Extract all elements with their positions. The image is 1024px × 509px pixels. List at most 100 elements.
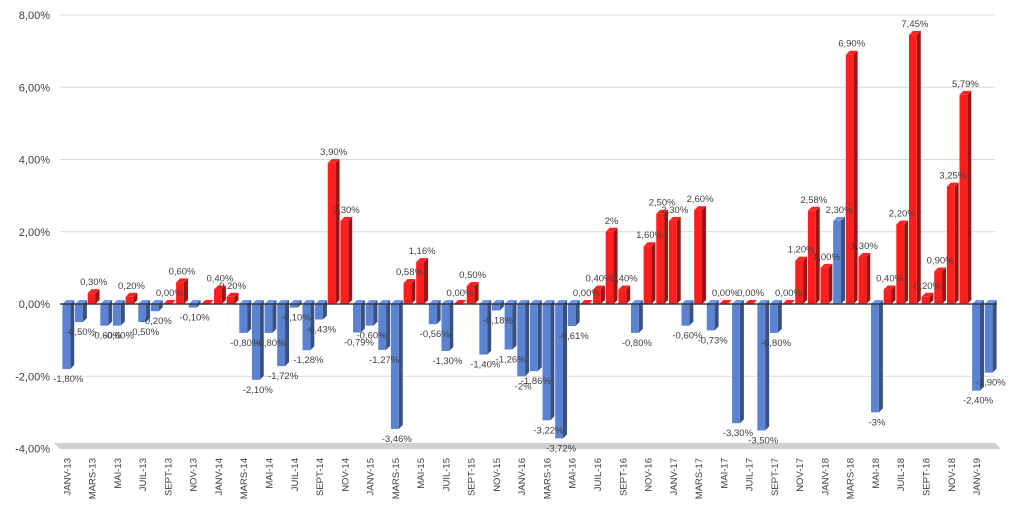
data-label: -0,60%	[672, 331, 703, 342]
bar-front	[428, 304, 437, 325]
y-axis-ticks: -4,00% -2,00% 0,00% 2,00% 4,00% 6,00% 8,00%	[15, 10, 50, 456]
bar-front	[908, 34, 917, 305]
bar	[921, 292, 934, 304]
data-label: 0,20%	[118, 281, 145, 292]
bar-top	[264, 300, 277, 304]
bar	[883, 285, 896, 304]
bar-front	[378, 304, 387, 350]
x-tick-label: NOV-16	[644, 458, 655, 492]
bar-top	[567, 300, 580, 304]
bar	[896, 220, 909, 304]
data-label: 5,79%	[952, 79, 979, 90]
bar-top	[744, 300, 757, 304]
bar-top	[150, 300, 163, 304]
bar	[934, 267, 947, 304]
x-tick-label: JANV-17	[669, 458, 680, 496]
data-label: -1,26%	[495, 355, 526, 366]
bar	[757, 300, 770, 431]
bar	[87, 289, 100, 304]
bar-side	[954, 182, 959, 304]
bar-front	[239, 304, 248, 333]
data-label: 0,00%	[447, 288, 474, 299]
bar-side	[335, 159, 340, 304]
bar-top	[176, 278, 188, 283]
bar-front	[365, 304, 374, 326]
x-tick-label: JUIL-16	[593, 458, 604, 491]
bar-side	[904, 220, 909, 304]
bar-front	[542, 304, 551, 421]
bar	[315, 300, 327, 320]
bar-front	[567, 304, 576, 327]
bar-top	[239, 300, 252, 304]
data-label: -0,18%	[483, 316, 514, 327]
data-label: 3,25%	[939, 171, 966, 182]
bar-top	[340, 216, 353, 221]
data-label: 1,16%	[409, 246, 436, 257]
bar	[820, 263, 833, 304]
data-label: 1,60%	[636, 230, 663, 241]
bar-front	[618, 289, 627, 304]
bar	[390, 300, 403, 429]
bar-side	[840, 216, 845, 304]
bar-top	[972, 300, 984, 304]
bar	[643, 242, 656, 304]
bar-top	[555, 300, 568, 304]
data-label: 2,30%	[661, 205, 688, 216]
data-label: -0,60%	[357, 331, 388, 342]
bar	[529, 300, 542, 372]
bar-front	[883, 289, 892, 304]
data-label: 1,00%	[813, 252, 840, 263]
x-tick-label: MARS-13	[88, 458, 99, 499]
bar-front	[112, 304, 121, 326]
bar-top	[226, 292, 239, 297]
data-label: -0,56%	[420, 329, 451, 340]
bar-front	[289, 304, 298, 308]
bar	[618, 285, 631, 304]
bar	[277, 300, 290, 367]
bar-front	[757, 304, 766, 431]
data-label: -0,60%	[91, 331, 122, 342]
bar-front	[656, 213, 665, 304]
bar-top	[188, 300, 201, 304]
data-label: -1,86%	[521, 376, 552, 387]
data-label: 0,00%	[712, 288, 739, 299]
bar	[214, 285, 226, 304]
bar-front	[706, 304, 715, 331]
bar-front	[681, 304, 690, 326]
bar-side	[285, 300, 290, 367]
data-label: 0,40%	[206, 274, 233, 285]
x-tick-label: MAI-17	[719, 458, 730, 489]
bar-side	[525, 300, 530, 377]
data-label: -0,79%	[344, 338, 375, 349]
data-label: -0,60%	[104, 331, 135, 342]
bar-front	[921, 296, 930, 304]
x-axis-ticks: JANV-13 MARS-13 MAI-13 JUIL-13 SEPT-13 NOV-13…	[62, 458, 983, 499]
bar-top	[529, 300, 542, 304]
x-tick-label: SEPT-15	[467, 458, 478, 496]
bar-side	[82, 300, 87, 323]
bar-front	[769, 304, 778, 333]
bar-front	[100, 304, 109, 326]
bar-top	[428, 300, 441, 304]
bar-side	[676, 216, 681, 304]
bar-side	[183, 278, 188, 304]
bar-top	[845, 50, 858, 55]
bar	[340, 216, 353, 304]
x-tick-label: MARS-18	[846, 458, 857, 499]
bar-side	[537, 300, 542, 372]
x-tick-label: JUIL-15	[441, 458, 452, 491]
bar-top	[630, 300, 643, 304]
bar-side	[70, 300, 75, 370]
bar-top	[934, 267, 947, 272]
bar-front	[479, 304, 488, 355]
data-label: 7,45%	[901, 19, 928, 30]
bar-top	[668, 216, 681, 221]
bar-front	[416, 262, 425, 304]
data-label: 0,00%	[775, 288, 802, 299]
data-label: 0,30%	[80, 277, 107, 288]
bar-side	[398, 300, 403, 429]
bar	[605, 227, 618, 304]
bar	[908, 30, 921, 305]
bar-front	[390, 304, 399, 429]
bar-top	[353, 300, 365, 304]
